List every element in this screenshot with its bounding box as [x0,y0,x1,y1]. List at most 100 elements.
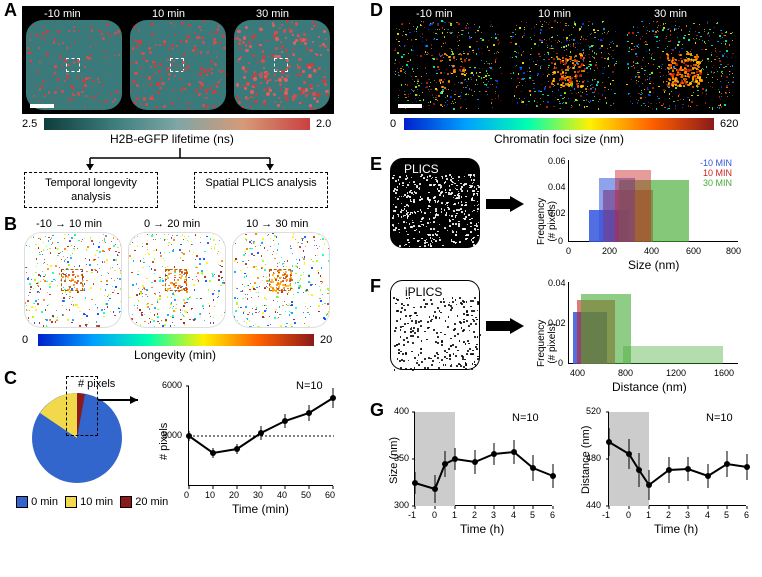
time-b-1: 0 → 20 min [144,218,200,230]
time-d-1: 10 min [538,8,571,20]
panel-d-images: -10 min 10 min 30 min [390,6,740,114]
cell-b-2 [232,232,330,328]
e-yt3: 0.06 [548,156,566,166]
panel-label-g: G [370,400,384,421]
g1-yt0: 300 [394,500,409,510]
g-xlabel2: Time (h) [654,522,698,536]
c-xt6: 60 [325,490,335,500]
e-ylabel: Frequency (# pixels) [536,198,558,245]
g1-xt3: 2 [472,510,477,520]
legend-text-1: 10 min [80,496,113,508]
g2-xt2: 1 [646,510,651,520]
panel-label-e: E [370,154,382,175]
iplics-mask: iPLICS [390,280,480,370]
c-yt0: 3000 [162,430,182,440]
colorbar-b-max: 20 [320,334,332,346]
cell-a-0 [26,20,122,110]
colorbar-d-max: 620 [720,118,738,130]
g1-xt2: 1 [452,510,457,520]
legend-swatch-0 [16,496,28,508]
e-leg1: 10 MIN [700,168,732,178]
g1-xt6: 5 [530,510,535,520]
c-xt2: 20 [229,490,239,500]
g1-xt1: 0 [432,510,437,520]
f-yt2: 0.04 [548,278,566,288]
c-chart [188,386,333,486]
f-yt0: 0 [558,358,563,368]
g2-xt6: 5 [724,510,729,520]
time-a-1: 10 min [152,8,185,20]
colorbar-a-label: H2B-eGFP lifetime (ns) [110,132,234,146]
legend-text-0: 0 min [31,496,58,508]
cell-d-0 [394,20,502,110]
g2-xt5: 4 [705,510,710,520]
time-d-2: 30 min [654,8,687,20]
iplics-title: iPLICS [405,285,442,299]
c-xt5: 50 [301,490,311,500]
colorbar-d [404,118,714,130]
panel-b-images [22,232,334,332]
cell-a-1 [130,20,226,110]
colorbar-a [44,118,310,130]
g1-xt4: 3 [491,510,496,520]
c-yt1: 6000 [162,380,182,390]
c-ylabel: # pixels [158,423,170,460]
time-b-2: 10 → 30 min [246,218,308,230]
legend-text-2: 20 min [135,496,168,508]
analysis-box-1: Temporal longevity analysis [24,172,158,208]
time-b-0: -10 → 10 min [36,218,102,230]
g1-xt7: 6 [550,510,555,520]
e-yt2: 0.04 [548,182,566,192]
panel-label-f: F [370,276,381,297]
e-legend: -10 MIN 10 MIN 30 MIN [700,158,732,188]
e-leg0: -10 MIN [700,158,732,168]
g-chart2 [608,412,746,506]
pie-arrow [98,394,148,406]
c-xt1: 10 [205,490,215,500]
g1-yt1: 350 [394,453,409,463]
g2-xt0: -1 [602,510,610,520]
time-d-0: -10 min [416,8,453,20]
panel-a-images: -10 min 10 min 30 min [22,6,334,114]
g2-xt1: 0 [626,510,631,520]
g2-yt2: 520 [586,406,601,416]
g1-yt2: 400 [394,406,409,416]
scalebar-a [30,104,54,108]
f-xt1: 800 [618,368,633,378]
panel-label-b: B [4,214,17,235]
f-xt3: 1600 [714,368,734,378]
analysis-box-2: Spatial PLICS analysis [194,172,328,208]
g2-xt3: 2 [666,510,671,520]
g2-yt0: 440 [586,500,601,510]
time-a-0: -10 min [44,8,81,20]
cell-b-0 [24,232,122,328]
colorbar-b [38,334,314,346]
f-chart [568,282,738,364]
e-xt0: 0 [566,246,571,256]
e-xt1: 200 [602,246,617,256]
c-xt3: 30 [253,490,263,500]
cell-d-2 [626,20,734,110]
g-xlabel1: Time (h) [460,522,504,536]
scalebar-d [398,104,422,108]
g-n2: N=10 [706,412,733,424]
time-a-2: 30 min [256,8,289,20]
e-leg2: 30 MIN [700,178,732,188]
plics-mask: PLICS [390,158,480,248]
colorbar-d-min: 0 [390,118,396,130]
c-xt4: 40 [277,490,287,500]
g1-xt0: -1 [408,510,416,520]
g-n1: N=10 [512,412,539,424]
panel-label-a: A [4,0,17,21]
colorbar-b-min: 0 [22,334,28,346]
e-xt4: 800 [726,246,741,256]
cell-a-2 [234,20,330,110]
g2-xt4: 3 [685,510,690,520]
g2-xt7: 6 [744,510,749,520]
panel-label-d: D [370,0,383,21]
colorbar-b-label: Longevity (min) [134,348,216,362]
arrow-f [486,318,526,334]
legend-swatch-1 [65,496,77,508]
e-xt3: 600 [686,246,701,256]
arrow-e [486,196,526,212]
